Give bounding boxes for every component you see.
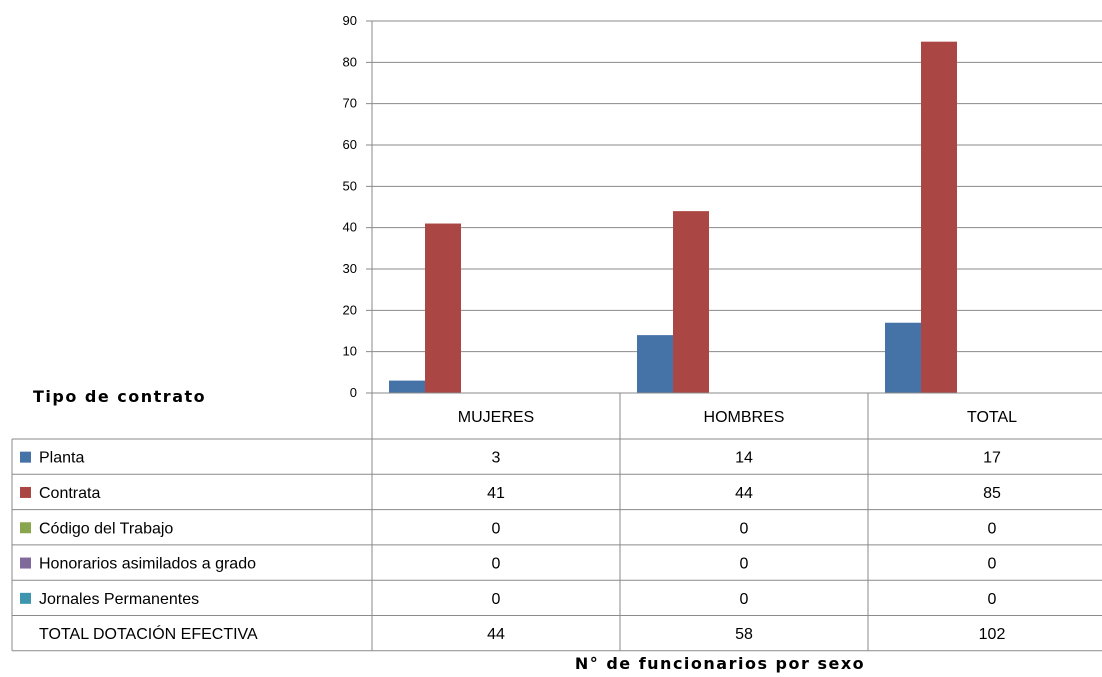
table-cell-value: 0	[740, 591, 749, 608]
y-tick-label: 70	[343, 96, 357, 111]
gridlines	[366, 20, 1102, 394]
row-label: Planta	[39, 450, 84, 467]
y-axis: 0 10 20 30 40 50 60 70 80 90	[343, 13, 373, 400]
category-label: MUJERES	[458, 409, 534, 426]
row-label: Contrata	[39, 485, 100, 502]
category-label: TOTAL	[967, 409, 1017, 426]
y-tick-label: 40	[343, 220, 357, 235]
row-label: Honorarios asimilados a grado	[39, 556, 256, 573]
table-cell-value: 14	[735, 450, 753, 467]
y-tick-label: 90	[343, 13, 357, 28]
legend-swatch	[20, 592, 31, 604]
bar-planta-hombres	[637, 335, 673, 393]
bar-contrata-total	[921, 41, 957, 394]
bar-planta-mujeres	[389, 380, 425, 393]
bar-contrata-mujeres	[425, 223, 461, 393]
y-tick-label: 80	[343, 54, 357, 69]
y-tick-label: 20	[343, 302, 357, 317]
legend-swatch	[20, 451, 31, 463]
legend-swatch	[20, 522, 31, 534]
x-axis-title: N° de funcionarios por sexo	[575, 654, 865, 673]
table-cell-value: 85	[983, 485, 1001, 502]
bar-contrata-hombres	[673, 211, 709, 393]
table-cell-value: 102	[979, 626, 1006, 643]
data-table: MUJERES HOMBRES TOTAL Planta 3 14 17 Contrata 41…	[11, 392, 1102, 652]
bars	[389, 41, 957, 394]
table-cell-value: 58	[735, 626, 753, 643]
table-cell-value: 0	[492, 520, 501, 537]
table-cell-value: 41	[487, 485, 505, 502]
y-tick-label: 0	[350, 385, 357, 400]
table-cell-value: 17	[983, 450, 1001, 467]
table-cell-value: 0	[988, 520, 997, 537]
table-cell-value: 0	[740, 556, 749, 573]
table-cell-value: 0	[740, 520, 749, 537]
bar-planta-total	[885, 322, 921, 393]
legend-swatch	[20, 557, 31, 569]
y-tick-label: 30	[343, 261, 357, 276]
table-cell-value: 0	[492, 556, 501, 573]
legend-swatch	[20, 486, 31, 498]
row-label: Jornales Permanentes	[39, 591, 199, 608]
table-cell-value: 44	[735, 485, 753, 502]
row-label: Código del Trabajo	[39, 520, 173, 537]
table-cell-value: 0	[492, 591, 501, 608]
table-cell-value: 0	[988, 556, 997, 573]
category-label: HOMBRES	[704, 409, 785, 426]
row-label: TOTAL DOTACIÓN EFECTIVA	[39, 624, 258, 643]
y-tick-label: 60	[343, 137, 357, 152]
table-cell-value: 44	[487, 626, 505, 643]
table-cell-value: 0	[988, 591, 997, 608]
y-tick-label: 50	[343, 178, 357, 193]
y-tick-label: 10	[343, 344, 357, 359]
table-header-label: Tipo de contrato	[33, 387, 206, 406]
table-cell-value: 3	[492, 450, 501, 467]
